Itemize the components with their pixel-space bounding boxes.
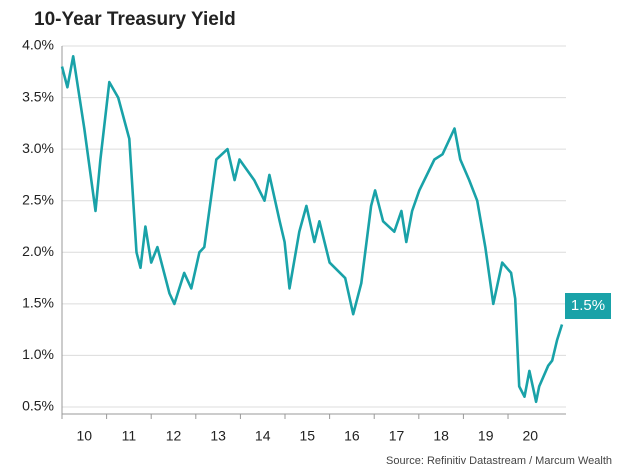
annotation-label: 1.5% [571, 297, 605, 314]
x-tick-label: 14 [255, 428, 271, 444]
x-tick-label: 18 [433, 428, 449, 444]
y-tick-label: 1.5% [22, 295, 54, 311]
y-tick-label: 1.0% [22, 346, 54, 362]
source-note: Source: Refinitiv Datastream / Marcum We… [386, 455, 612, 467]
x-tick-label: 12 [166, 428, 182, 444]
series-line [60, 55, 564, 404]
x-tick-label: 13 [210, 428, 226, 444]
x-tick-label: 11 [122, 428, 137, 444]
x-tick-label: 17 [389, 428, 405, 444]
annotation-box [565, 293, 611, 319]
y-tick-label: 3.0% [22, 140, 54, 156]
y-tick-label: 3.5% [22, 88, 54, 104]
y-tick-label: 2.5% [22, 191, 54, 207]
x-tick-label: 10 [77, 428, 93, 444]
chart-title: 10-Year Treasury Yield [34, 9, 236, 30]
x-tick-label: 19 [478, 428, 494, 444]
x-tick-label: 15 [300, 428, 316, 444]
y-tick-label: 4.0% [22, 37, 54, 53]
x-tick-label: 20 [523, 428, 539, 444]
x-tick-label: 16 [344, 428, 360, 444]
y-tick-label: 0.5% [22, 398, 54, 414]
y-tick-label: 2.0% [22, 243, 54, 259]
